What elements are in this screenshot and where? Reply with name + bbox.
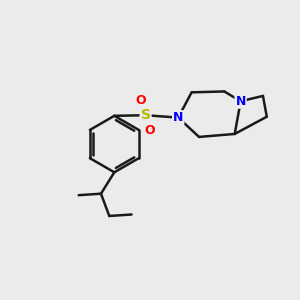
Text: N: N (236, 95, 246, 108)
Text: O: O (145, 124, 155, 136)
Text: S: S (140, 108, 151, 122)
Text: O: O (136, 94, 146, 107)
Text: N: N (173, 111, 183, 124)
